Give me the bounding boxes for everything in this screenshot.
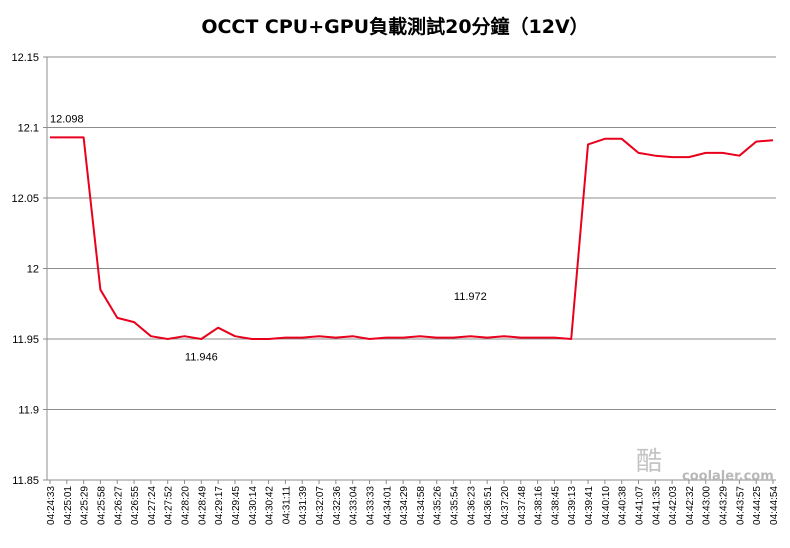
x-tick-label: 04:30:42 — [265, 486, 276, 525]
watermark: 酷 coolaler.com — [636, 447, 774, 484]
x-tick-label: 04:32:36 — [332, 486, 343, 525]
x-axis-ticks: 04:24:33 04:25:01 04:25:29 04:25:58 04:26:27… — [46, 480, 780, 525]
x-tick-label: 04:24:33 — [46, 486, 57, 525]
x-tick-label: 04:31:39 — [298, 486, 309, 525]
x-tick-label: 04:36:23 — [466, 486, 477, 525]
x-tick-label: 04:40:38 — [618, 486, 629, 525]
x-tick-label: 04:33:33 — [365, 486, 376, 525]
x-tick-label: 04:44:54 — [769, 486, 780, 525]
y-tick-label: 11.95 — [12, 334, 39, 346]
watermark-text: coolaler.com — [682, 469, 774, 484]
x-tick-label: 04:34:58 — [416, 486, 427, 525]
axes — [46, 57, 776, 481]
x-tick-label: 04:27:24 — [147, 486, 158, 525]
x-tick-label: 04:35:26 — [433, 486, 444, 525]
x-tick-label: 04:27:52 — [164, 486, 175, 525]
x-tick-label: 04:32:07 — [315, 486, 326, 525]
data-label: 11.946 — [185, 352, 218, 364]
x-tick-label: 04:38:16 — [534, 486, 545, 525]
x-tick-label: 04:36:51 — [483, 486, 494, 525]
data-labels: 12.098 11.946 11.972 — [50, 113, 487, 363]
x-tick-label: 04:43:57 — [735, 486, 746, 525]
y-tick-label: 11.85 — [12, 475, 39, 487]
x-tick-label: 04:28:49 — [197, 486, 208, 525]
x-tick-label: 04:31:11 — [281, 486, 292, 525]
x-tick-label: 04:34:01 — [382, 486, 393, 525]
x-tick-label: 04:42:03 — [668, 486, 679, 525]
x-tick-label: 04:37:48 — [517, 486, 528, 525]
x-tick-label: 04:25:58 — [96, 486, 107, 525]
data-label: 11.972 — [454, 291, 487, 303]
y-axis-ticks: 11.85 11.9 11.95 12 12.05 12.1 12.15 — [11, 52, 47, 487]
y-tick-label: 12.1 — [18, 123, 39, 135]
x-tick-label: 04:26:27 — [113, 486, 124, 525]
y-tick-label: 12 — [27, 264, 39, 276]
series-line — [50, 136, 774, 340]
x-tick-label: 04:42:32 — [685, 486, 696, 525]
x-tick-label: 04:39:13 — [567, 486, 578, 525]
x-tick-label: 04:43:00 — [702, 486, 713, 525]
x-tick-label: 04:30:14 — [248, 486, 259, 525]
y-tick-label: 11.9 — [18, 405, 39, 417]
chart-title: OCCT CPU+GPU負載測試20分鐘（12V） — [201, 15, 588, 38]
watermark-glyph: 酷 — [636, 447, 662, 477]
x-tick-label: 04:40:10 — [601, 486, 612, 525]
x-tick-label: 04:29:45 — [231, 486, 242, 525]
x-tick-label: 04:33:04 — [349, 486, 360, 525]
x-tick-label: 04:34:29 — [399, 486, 410, 525]
gridlines — [47, 56, 776, 481]
x-tick-label: 04:29:17 — [214, 486, 225, 525]
x-tick-label: 04:35:54 — [450, 486, 461, 525]
x-tick-label: 04:38:45 — [550, 486, 561, 525]
x-tick-label: 04:44:25 — [752, 486, 763, 525]
y-tick-label: 12.05 — [11, 193, 39, 205]
x-tick-label: 04:39:41 — [584, 486, 595, 525]
x-tick-label: 04:37:20 — [500, 486, 511, 525]
x-tick-label: 04:25:01 — [63, 486, 74, 525]
data-label: 12.098 — [50, 113, 84, 125]
series-12v — [50, 136, 774, 340]
x-tick-label: 04:28:20 — [181, 486, 192, 525]
x-tick-label: 04:41:35 — [651, 486, 662, 525]
x-tick-label: 04:41:07 — [634, 486, 645, 525]
x-tick-label: 04:26:55 — [130, 486, 141, 525]
x-tick-label: 04:43:29 — [719, 486, 730, 525]
x-tick-label: 04:25:29 — [80, 486, 91, 525]
y-tick-label: 12.15 — [11, 52, 39, 64]
